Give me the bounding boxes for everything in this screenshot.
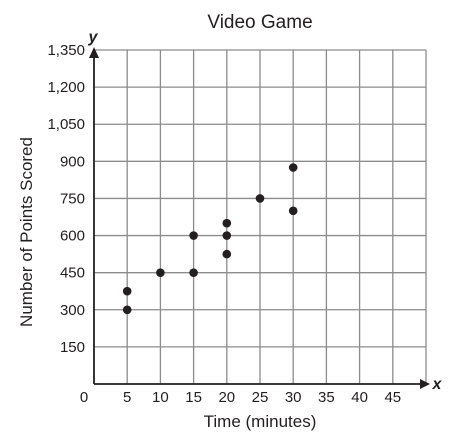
x-tick-label: 10	[152, 389, 169, 406]
x-tick-label: 0	[80, 389, 88, 406]
data-point	[189, 268, 198, 277]
y-tick-label: 750	[60, 190, 85, 207]
data-points	[122, 163, 298, 315]
data-point	[288, 163, 298, 172]
x-tick-label: 45	[384, 389, 401, 406]
y-tick-label: 1,200	[47, 79, 85, 96]
y-tick-label: 450	[60, 265, 85, 282]
x-tick-label: 35	[318, 389, 335, 406]
y-tick-label: 150	[60, 339, 85, 356]
data-point	[189, 231, 198, 240]
grid-lines	[94, 49, 427, 384]
y-tick-label: 1,050	[47, 116, 85, 133]
data-point	[255, 194, 265, 203]
x-tick-label: 20	[218, 389, 235, 406]
x-tick-label: 15	[185, 389, 202, 406]
y-axis-arrow	[89, 47, 99, 58]
x-tick-label: 30	[285, 389, 302, 406]
data-point	[222, 218, 232, 228]
axes	[89, 47, 430, 389]
data-point	[156, 268, 165, 277]
y-tick-label: 1,350	[47, 42, 85, 59]
data-point	[288, 206, 298, 216]
chart-title: Video Game	[207, 12, 312, 33]
x-tick-label: 5	[123, 389, 131, 406]
data-point	[222, 231, 232, 240]
tick-labels: 0 5 10 15 20 25 30 35 40 45 150 300 450 600 750 900 1,05…	[47, 42, 401, 406]
x-tick-label: 25	[252, 389, 269, 406]
data-point	[222, 249, 232, 259]
data-point	[122, 305, 132, 315]
x-axis-arrow	[420, 379, 430, 389]
y-tick-label: 300	[60, 302, 85, 319]
y-axis-letter: y	[88, 29, 99, 46]
x-tick-label: 40	[351, 389, 368, 406]
data-point	[122, 286, 132, 296]
y-tick-label: 900	[60, 153, 85, 170]
x-axis-letter: x	[432, 376, 443, 393]
y-axis-label: Number of Points Scored	[17, 137, 36, 327]
y-tick-label: 600	[60, 228, 85, 245]
x-axis-label: Time (minutes)	[204, 412, 317, 431]
